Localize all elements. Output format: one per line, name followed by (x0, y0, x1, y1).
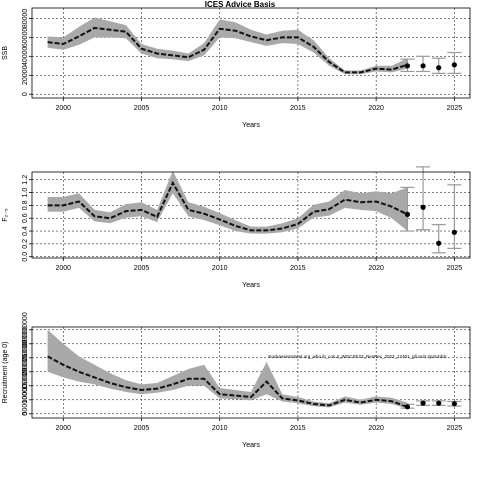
y-tick-label: 300000000 (22, 312, 29, 347)
y-axis-label: Recruitment (age 0) (2, 342, 9, 404)
forecast-point (436, 400, 442, 406)
y-tick-label: 0.2 (22, 239, 29, 249)
plot-frame (31, 326, 471, 419)
y-tick-label: 20000 (22, 65, 29, 85)
x-axis-label: Years (242, 122, 260, 129)
x-tick-label: 2010 (212, 105, 228, 112)
charts-group: 2000 2005 2010 2015 2020 20250200004000060000… (2, 7, 471, 449)
x-tick-label: 2005 (134, 265, 150, 272)
y-tick-label: 0 (22, 412, 29, 416)
source-annotation: stockassessment.org_who.ib_cos.4_WGCSE23… (268, 354, 448, 359)
y-tick-label: 60000 (22, 28, 29, 48)
forecast-point (404, 404, 411, 410)
x-tick-label: 2020 (368, 105, 384, 112)
y-tick-label: 50000000 (22, 384, 29, 415)
x-axis-label: Years (242, 442, 260, 449)
forecast-point (404, 211, 411, 217)
x-tick-label: 2010 (212, 265, 228, 272)
y-tick-label: 0.8 (22, 200, 29, 210)
x-tick-label: 2005 (134, 425, 150, 432)
y-tick-label: 40000 (22, 46, 29, 66)
confidence-band (47, 329, 408, 409)
x-tick-label: 2000 (55, 105, 71, 112)
forecast-point (420, 63, 426, 69)
estimate-line (47, 26, 408, 74)
x-tick-label: 2020 (368, 265, 384, 272)
estimate-line (47, 355, 408, 408)
forecast-point (420, 204, 426, 210)
x-tick-label: 2005 (134, 105, 150, 112)
x-tick-label: 2010 (212, 425, 228, 432)
forecast-point (451, 401, 457, 407)
x-axis-label: Years (242, 282, 260, 289)
chart-panel-1: 2000 2005 2010 2015 2020 2025 0 200004000060000… (2, 7, 471, 129)
y-tick-label: 1.0 (22, 188, 29, 198)
y-tick-label: 100000000 (22, 368, 29, 403)
forecast-point (451, 229, 457, 235)
confidence-band (47, 170, 408, 234)
x-tick-label: 2015 (290, 425, 306, 432)
plot-frame (31, 171, 471, 259)
y-tick-label: 0 (22, 92, 29, 96)
x-tick-label: 2015 (290, 105, 306, 112)
y-tick-label: 80000 (22, 9, 29, 29)
figure-title: ICES Advice Basis (205, 0, 276, 9)
y-tick-label: 150000000 (22, 354, 29, 389)
plot-frame (31, 7, 471, 99)
chart-panel-2: 2000 2005 2010 2015 2020 2025 0.0 0.2 0.4 0.6 0.8 1… (2, 166, 471, 289)
x-tick-label: 2025 (447, 265, 463, 272)
y-tick-label: 0.4 (22, 226, 29, 236)
y-axis-label: SSB (2, 46, 9, 60)
x-tick-label: 2000 (55, 265, 71, 272)
x-tick-label: 2000 (55, 425, 71, 432)
y-tick-label: 1.2 (22, 175, 29, 185)
forecast-point (436, 240, 442, 246)
y-tick-label: 0.6 (22, 213, 29, 223)
forecast-point (451, 62, 457, 68)
x-tick-label: 2020 (368, 425, 384, 432)
y-tick-label: 0.0 (22, 252, 29, 262)
forecast-point (436, 65, 442, 71)
confidence-band (47, 17, 408, 75)
forecast-point (420, 400, 426, 406)
forecast-point (404, 63, 411, 69)
y-tick-label: 200000000 (22, 340, 29, 375)
x-tick-label: 2015 (290, 265, 306, 272)
y-axis-label: F₂₋₅ (2, 208, 9, 222)
estimate-line (47, 180, 408, 232)
x-tick-label: 2025 (447, 105, 463, 112)
chart-panel-3: 2000 2005 2010 2015 2020 2025 0500000001000000… (2, 312, 471, 449)
y-tick-label: 250000000 (22, 326, 29, 361)
x-tick-label: 2025 (447, 425, 463, 432)
